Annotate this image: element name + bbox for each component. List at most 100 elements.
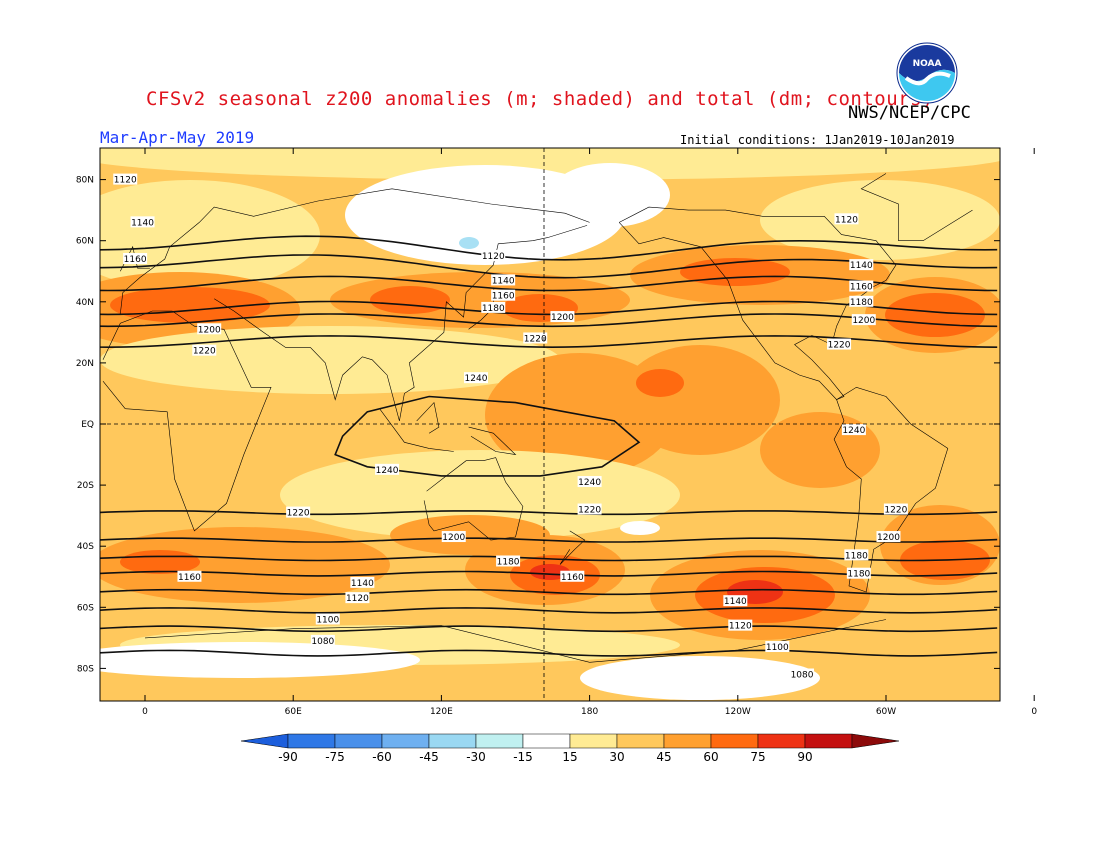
contour-label: 1200 bbox=[441, 531, 466, 543]
contour-label: 1220 bbox=[192, 344, 217, 357]
colorbar-label: -30 bbox=[466, 750, 486, 764]
coastline bbox=[468, 426, 517, 456]
contour-label: 1240 bbox=[577, 476, 602, 488]
colorbar-label: 75 bbox=[750, 750, 765, 764]
svg-text:1200: 1200 bbox=[442, 533, 465, 543]
colorbar-swatch bbox=[569, 733, 618, 749]
anomaly-shading bbox=[100, 148, 1000, 701]
contour-1140 bbox=[100, 254, 998, 279]
contour-label: 1160 bbox=[849, 280, 874, 293]
agency-label: NWS/NCEP/CPC bbox=[848, 103, 971, 123]
contour-label: 1180 bbox=[846, 567, 871, 580]
svg-text:1220: 1220 bbox=[828, 341, 851, 351]
coastline bbox=[214, 225, 588, 421]
map-axes: 80N 60N 40N 20N EQ 20S 40S 60S 80S 0 60E 120E 180 120… bbox=[76, 148, 1037, 717]
contour-label: 1080 bbox=[310, 634, 335, 647]
colorbar-swatch bbox=[287, 733, 336, 749]
season-label: Mar-Apr-May 2019 bbox=[100, 128, 255, 147]
lat-tick-label: 40N bbox=[76, 298, 94, 308]
contour-label: 1180 bbox=[496, 555, 521, 567]
shade-region bbox=[550, 163, 670, 227]
contour-1100 bbox=[100, 625, 998, 633]
shade-region bbox=[100, 148, 1000, 180]
contour-1120 bbox=[100, 235, 998, 261]
colorbar-swatch bbox=[663, 733, 712, 749]
svg-text:1120: 1120 bbox=[482, 252, 505, 262]
colorbar-label: 60 bbox=[703, 750, 718, 764]
svg-text:1240: 1240 bbox=[842, 426, 865, 436]
svg-text:NOAA: NOAA bbox=[913, 59, 942, 69]
svg-text:1240: 1240 bbox=[376, 466, 399, 476]
lat-tick-label: 60S bbox=[77, 603, 94, 613]
noaa-logo: NOAA bbox=[896, 42, 958, 104]
contour-label: 1160 bbox=[177, 570, 202, 583]
contour-label: 1140 bbox=[723, 595, 748, 607]
coastline bbox=[423, 457, 524, 541]
svg-text:1080: 1080 bbox=[791, 671, 814, 681]
contour-label: 1120 bbox=[481, 249, 506, 262]
contour-labels: 1120 1140 1160 1200 1220 1120 1140 1160 1180 1200… bbox=[113, 173, 908, 681]
svg-text:1140: 1140 bbox=[351, 579, 374, 589]
contour-label: 1160 bbox=[123, 253, 148, 265]
colorbar-label: 90 bbox=[797, 750, 812, 764]
svg-text:1220: 1220 bbox=[884, 506, 907, 516]
lon-tick-label: 60W bbox=[876, 707, 896, 717]
colorbar-label: -60 bbox=[372, 750, 392, 764]
svg-text:1200: 1200 bbox=[198, 325, 221, 335]
contour-label: 1200 bbox=[197, 323, 222, 335]
contour-label: 1140 bbox=[491, 274, 516, 286]
contour-label: 1140 bbox=[130, 216, 155, 228]
svg-text:1200: 1200 bbox=[551, 313, 574, 323]
shade-region bbox=[885, 293, 985, 337]
colorbar-swatch bbox=[757, 733, 806, 749]
shade-region bbox=[100, 326, 560, 394]
contour-label: 1220 bbox=[827, 338, 852, 351]
contour-label: 1200 bbox=[550, 311, 575, 323]
shade-region bbox=[760, 412, 880, 488]
lat-tick-label: 80S bbox=[77, 664, 94, 674]
contour-1180 bbox=[100, 300, 998, 316]
contour-label: 1120 bbox=[728, 619, 753, 632]
shade-region bbox=[459, 237, 479, 249]
shade-region bbox=[530, 564, 570, 580]
coastlines bbox=[102, 173, 973, 663]
svg-text:1200: 1200 bbox=[852, 316, 875, 326]
lon-tick-label: 60E bbox=[285, 707, 302, 717]
contour-label: 1220 bbox=[286, 506, 311, 519]
svg-text:1140: 1140 bbox=[724, 597, 747, 607]
colorbar-label: -75 bbox=[325, 750, 345, 764]
lon-tick-label: 0 bbox=[1031, 707, 1037, 717]
coastline bbox=[416, 401, 440, 434]
contour-1080 bbox=[100, 649, 998, 657]
shade-region bbox=[370, 286, 450, 314]
colorbar-label: -15 bbox=[513, 750, 533, 764]
svg-text:1120: 1120 bbox=[114, 176, 137, 186]
svg-text:1180: 1180 bbox=[847, 570, 870, 580]
colorbar-label: 30 bbox=[609, 750, 624, 764]
svg-text:1120: 1120 bbox=[346, 594, 369, 604]
coastline bbox=[860, 173, 973, 241]
contour-1140 bbox=[100, 588, 998, 596]
coastline bbox=[618, 206, 897, 400]
colorbar-swatch bbox=[522, 733, 571, 749]
coastline bbox=[102, 310, 272, 532]
contour-label: 1080 bbox=[790, 668, 815, 681]
contour-label: 1240 bbox=[841, 424, 866, 436]
colorbar-label: -90 bbox=[278, 750, 298, 764]
shade-region bbox=[100, 180, 320, 290]
svg-text:1240: 1240 bbox=[465, 374, 488, 384]
svg-text:1180: 1180 bbox=[845, 551, 868, 561]
colorbar-swatch bbox=[475, 733, 524, 749]
lat-tick-label: 20N bbox=[76, 359, 94, 369]
lat-tick-label: EQ bbox=[81, 420, 94, 430]
svg-text:1240: 1240 bbox=[578, 478, 601, 488]
contour-label: 1120 bbox=[345, 592, 370, 604]
colorbar-swatch bbox=[334, 733, 383, 749]
colorbar-swatch bbox=[851, 733, 900, 749]
shade-region bbox=[760, 180, 1000, 260]
lon-tick-label: 120W bbox=[725, 707, 751, 717]
contour-1200 bbox=[100, 537, 998, 543]
contour-label: 1180 bbox=[481, 301, 506, 314]
colorbar-swatch bbox=[381, 733, 430, 749]
